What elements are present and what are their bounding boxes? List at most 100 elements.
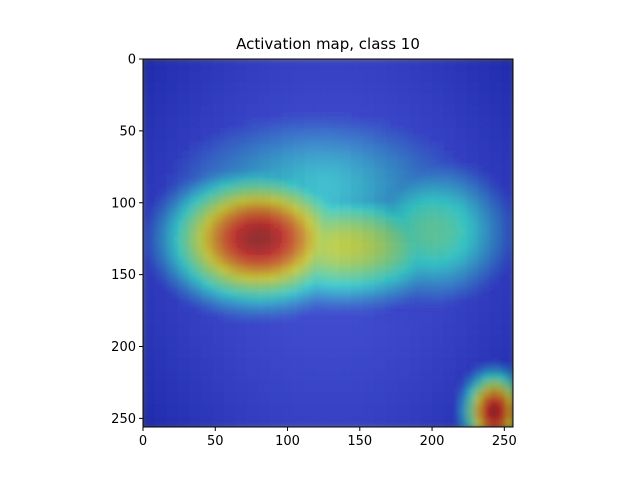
heatmap-cell: [420, 220, 430, 229]
heatmap-cell: [381, 312, 391, 321]
heatmap-cell: [220, 266, 229, 275]
heatmap-cell: [374, 243, 383, 252]
heatmap-cell: [289, 365, 298, 375]
heatmap-cell: [297, 304, 306, 313]
heatmap-cell: [428, 66, 437, 76]
heatmap-cell: [374, 120, 383, 129]
heatmap-cell: [289, 181, 298, 191]
heatmap-cell: [351, 388, 360, 398]
heatmap-cell: [274, 143, 283, 152]
heatmap-cell: [466, 189, 476, 198]
heatmap-cell: [358, 227, 368, 237]
heatmap-cell: [459, 82, 468, 91]
heatmap-cell: [374, 97, 383, 106]
heatmap-cell: [320, 128, 329, 137]
heatmap-cell: [320, 381, 329, 390]
heatmap-cell: [412, 381, 422, 390]
heatmap-cell: [381, 197, 391, 206]
heatmap-cell: [304, 312, 314, 321]
heatmap-cell: [166, 158, 175, 168]
heatmap-cell: [489, 97, 499, 106]
heatmap-cell: [289, 266, 298, 275]
heatmap-cell: [505, 319, 513, 329]
heatmap-cell: [389, 220, 399, 229]
heatmap-cell: [281, 411, 291, 421]
heatmap-cell: [227, 151, 237, 160]
heatmap-cell: [250, 381, 260, 390]
x-tick-label: 150: [347, 434, 372, 449]
heatmap-cell: [196, 174, 206, 183]
heatmap-cell: [397, 358, 406, 367]
heatmap-cell: [335, 365, 345, 375]
heatmap-cell: [289, 166, 298, 175]
heatmap-cell: [343, 358, 352, 367]
heatmap-cell: [466, 373, 476, 382]
heatmap-cell: [420, 312, 430, 321]
heatmap-cell: [258, 358, 268, 367]
heatmap-cell: [158, 151, 167, 160]
heatmap-cell: [212, 112, 221, 122]
heatmap-cell: [274, 174, 283, 183]
heatmap-cell: [381, 319, 391, 329]
heatmap-cell: [143, 151, 152, 160]
heatmap-cell: [166, 419, 175, 427]
heatmap-cell: [196, 212, 206, 221]
heatmap-cell: [281, 350, 291, 359]
heatmap-cell: [451, 74, 460, 83]
heatmap-cell: [281, 250, 291, 260]
heatmap-cell: [266, 235, 275, 244]
heatmap-cell: [243, 166, 252, 175]
heatmap-cell: [366, 388, 376, 398]
heatmap-cell: [505, 66, 513, 76]
heatmap-cell: [150, 281, 160, 290]
heatmap-cell: [374, 381, 383, 390]
heatmap-cell: [474, 358, 483, 367]
heatmap-cell: [189, 243, 198, 252]
heatmap-cell: [405, 128, 414, 137]
heatmap-cell: [466, 66, 476, 76]
heatmap-cell: [181, 174, 191, 183]
heatmap-cell: [266, 358, 275, 367]
heatmap-cell: [459, 327, 468, 336]
heatmap-cell: [304, 404, 314, 413]
heatmap-cell: [212, 135, 221, 145]
heatmap-cell: [158, 327, 167, 336]
heatmap-cell: [204, 266, 214, 275]
heatmap-cell: [343, 189, 352, 198]
heatmap-cell: [312, 220, 322, 229]
heatmap-cell: [143, 197, 152, 206]
heatmap-cell: [389, 419, 399, 427]
heatmap-cell: [274, 350, 283, 359]
heatmap-cell: [173, 82, 183, 91]
heatmap-cell: [497, 220, 507, 229]
heatmap-cell: [505, 312, 513, 321]
heatmap-cell: [150, 350, 160, 359]
heatmap-cell: [343, 411, 352, 421]
heatmap-cell: [227, 281, 237, 290]
heatmap-cell: [451, 128, 460, 137]
heatmap-cell: [466, 181, 476, 191]
heatmap-cell: [235, 388, 245, 398]
heatmap-cell: [204, 319, 214, 329]
heatmap-cell: [358, 74, 368, 83]
heatmap-cell: [451, 120, 460, 129]
heatmap-cell: [281, 105, 291, 114]
heatmap-cell: [389, 66, 399, 76]
heatmap-cell: [196, 105, 206, 114]
heatmap-cell: [204, 342, 214, 352]
heatmap-cell: [158, 235, 167, 244]
heatmap-cell: [459, 235, 468, 244]
heatmap-cell: [435, 151, 445, 160]
heatmap-cell: [397, 335, 406, 344]
heatmap-cell: [250, 59, 260, 68]
heatmap-cell: [459, 151, 468, 160]
heatmap-cell: [351, 404, 360, 413]
heatmap-cell: [335, 189, 345, 198]
chart-title: Activation map, class 10: [236, 35, 420, 53]
heatmap-cell: [150, 158, 160, 168]
heatmap-cell: [297, 243, 306, 252]
heatmap-cell: [328, 296, 337, 306]
heatmap-cell: [435, 404, 445, 413]
heatmap-cell: [351, 151, 360, 160]
heatmap-cell: [328, 143, 337, 152]
